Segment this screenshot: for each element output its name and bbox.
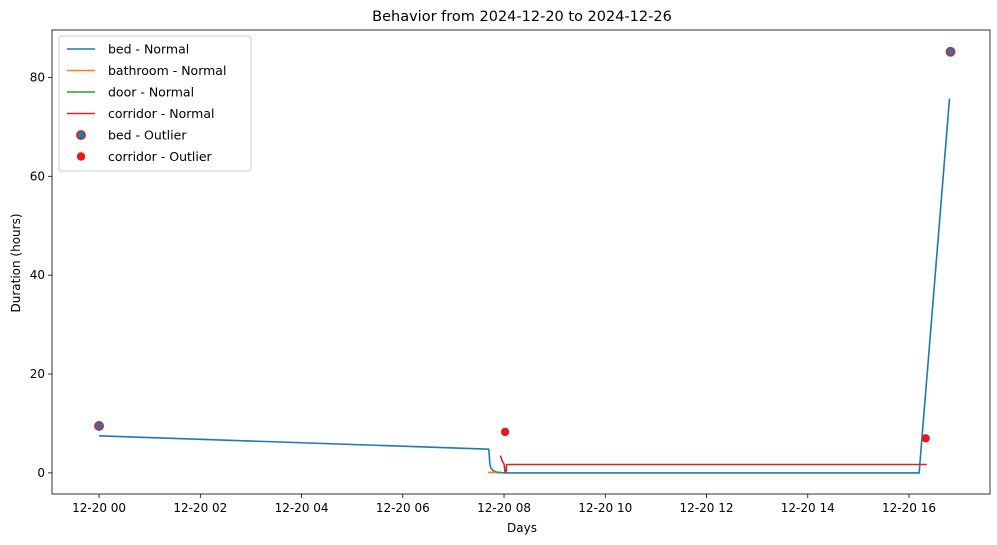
chart-title: Behavior from 2024-12-20 to 2024-12-26	[372, 9, 672, 25]
legend-label: door - Normal	[108, 85, 194, 100]
x-axis: 12-20 00 12-20 02 12-20 04 12-20 06 12-20 08…	[72, 494, 936, 515]
y-tick-label: 0	[37, 466, 45, 480]
legend: bed - Normal bathroom - Normal door - Norm…	[58, 35, 252, 172]
x-tick-label: 12-20 02	[173, 501, 227, 515]
x-axis-label: Days	[507, 521, 537, 535]
x-tick-label: 12-20 08	[477, 501, 531, 515]
x-tick-label: 12-20 00	[72, 501, 126, 515]
legend-frame	[58, 35, 252, 172]
x-tick-label: 12-20 14	[781, 501, 835, 515]
series-line-corridor-normal	[499, 455, 927, 473]
x-tick-label: 12-20 12	[680, 501, 734, 515]
legend-label: bed - Outlier	[108, 128, 187, 143]
y-axis-label: Duration (hours)	[9, 213, 23, 312]
legend-label: corridor - Outlier	[108, 149, 213, 164]
series-point-bed-outlier	[94, 421, 104, 431]
x-tick-label: 12-20 16	[882, 501, 936, 515]
series-layer	[94, 46, 956, 474]
series-point-corridor-outlier	[500, 427, 510, 437]
legend-swatch-marker	[76, 130, 86, 140]
x-tick-label: 12-20 06	[376, 501, 430, 515]
y-axis: 0 20 40 60 80	[30, 70, 52, 480]
series-point-corridor-outlier	[921, 434, 930, 443]
legend-label: bathroom - Normal	[108, 63, 226, 78]
y-tick-label: 20	[30, 367, 45, 381]
y-tick-label: 80	[30, 70, 45, 84]
legend-label: corridor - Normal	[108, 106, 214, 121]
legend-swatch-marker	[76, 152, 86, 161]
legend-label: bed - Normal	[108, 42, 189, 57]
y-tick-label: 60	[30, 169, 45, 183]
y-tick-label: 40	[30, 268, 45, 282]
x-tick-label: 12-20 04	[275, 501, 329, 515]
series-point-bed-outlier	[945, 46, 956, 57]
x-tick-label: 12-20 10	[578, 501, 632, 515]
